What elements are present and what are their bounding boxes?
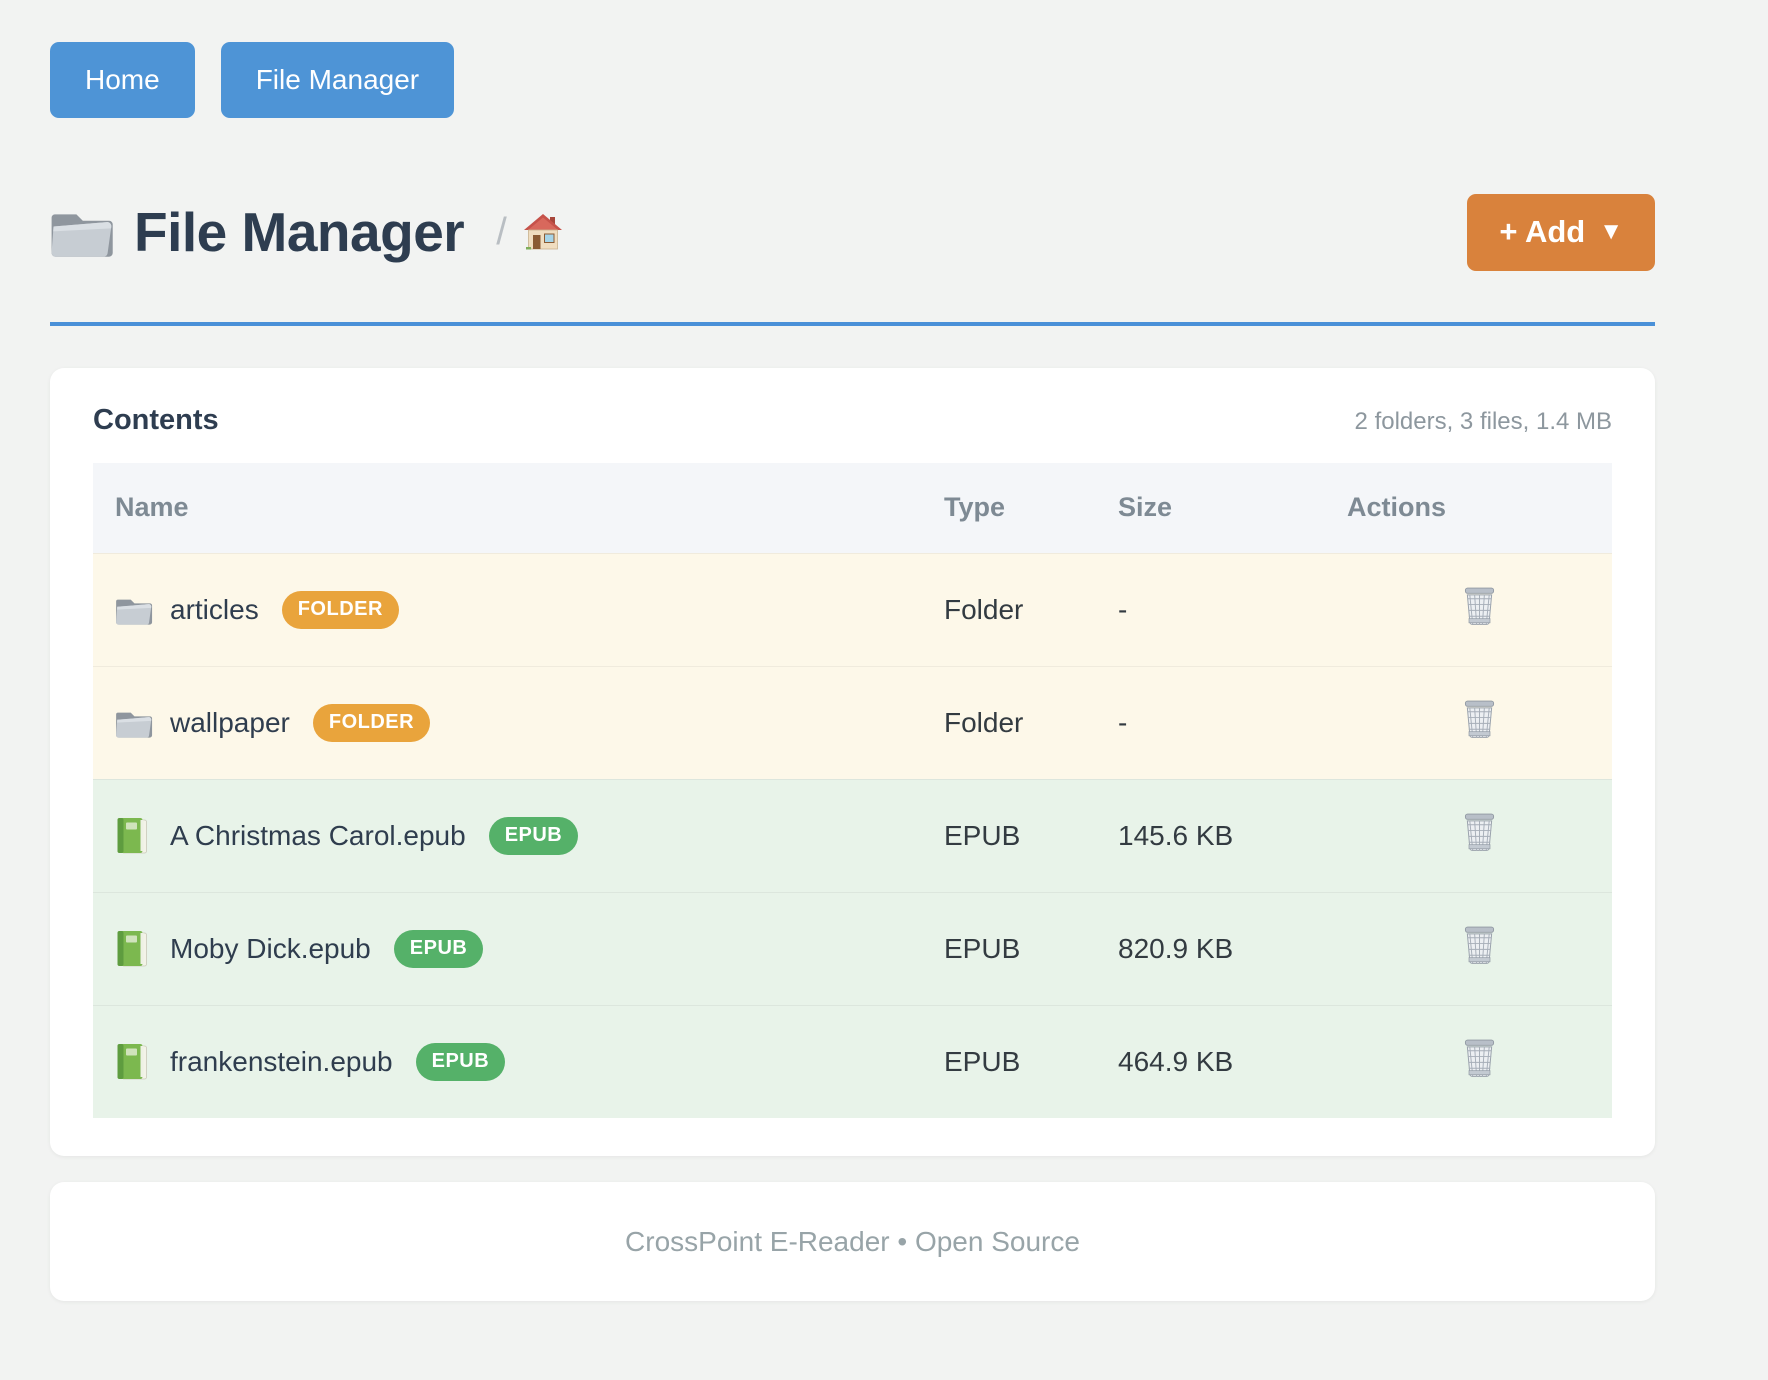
- folder-icon: [115, 705, 153, 741]
- trash-icon: [1464, 700, 1495, 738]
- delete-button[interactable]: [1462, 926, 1497, 965]
- item-name-link[interactable]: frankenstein.epub: [170, 1045, 393, 1077]
- table-row: A Christmas Carol.epub EPUB EPUB 145.6 K…: [93, 779, 1612, 892]
- page-title: File Manager: [134, 201, 465, 263]
- item-name-link[interactable]: Moby Dick.epub: [170, 932, 371, 964]
- table-row: articles FOLDER Folder -: [93, 553, 1612, 666]
- delete-button[interactable]: [1462, 1039, 1497, 1078]
- home-breadcrumb-icon[interactable]: [523, 213, 563, 251]
- footer: CrossPoint E-Reader • Open Source: [50, 1182, 1655, 1301]
- item-name-link[interactable]: articles: [170, 593, 259, 625]
- top-nav: Home File Manager: [50, 0, 1655, 118]
- type-badge: FOLDER: [312, 703, 431, 742]
- green-book-icon: [115, 817, 153, 854]
- card-header: Contents 2 folders, 3 files, 1.4 MB: [93, 404, 1612, 437]
- footer-text: CrossPoint E-Reader • Open Source: [625, 1225, 1080, 1257]
- green-book-icon: [115, 930, 153, 967]
- page-header: File Manager / + Add ▼: [50, 186, 1655, 278]
- type-badge: EPUB: [415, 1042, 506, 1081]
- caret-down-icon: ▼: [1599, 218, 1623, 245]
- house-icon: [523, 213, 563, 250]
- column-header-actions: Actions: [1347, 492, 1447, 523]
- nav-file-manager-button[interactable]: File Manager: [220, 42, 455, 118]
- trash-icon: [1464, 813, 1495, 851]
- type-cell: Folder: [944, 593, 1024, 625]
- folder-icon: [115, 592, 153, 628]
- delete-button[interactable]: [1462, 700, 1497, 739]
- item-name-link[interactable]: wallpaper: [170, 706, 290, 738]
- type-cell: EPUB: [944, 932, 1021, 964]
- file-table: Name Type Size Actions articles FOLDER F…: [93, 463, 1612, 1118]
- type-cell: Folder: [944, 706, 1024, 738]
- column-header-name: Name: [115, 492, 189, 523]
- add-button[interactable]: + Add ▼: [1467, 193, 1655, 271]
- panel-title: Contents: [93, 404, 219, 436]
- green-book-icon: [115, 1043, 153, 1080]
- table-row: wallpaper FOLDER Folder -: [93, 666, 1612, 779]
- folder-icon: [51, 214, 113, 257]
- trash-icon: [1464, 926, 1495, 964]
- trash-icon: [1464, 1039, 1495, 1077]
- contents-card: Contents 2 folders, 3 files, 1.4 MB Name…: [50, 368, 1655, 1156]
- type-cell: EPUB: [944, 819, 1021, 851]
- add-button-label: + Add: [1499, 214, 1586, 249]
- title-underline: [50, 322, 1655, 326]
- column-header-size: Size: [1118, 492, 1173, 523]
- table-header-row: Name Type Size Actions: [93, 463, 1612, 553]
- type-badge: FOLDER: [281, 590, 399, 629]
- item-name-link[interactable]: A Christmas Carol.epub: [170, 819, 466, 851]
- size-cell: 464.9 KB: [1118, 1045, 1234, 1077]
- column-header-type: Type: [944, 492, 1006, 523]
- nav-home-button[interactable]: Home: [50, 42, 195, 118]
- delete-button[interactable]: [1462, 587, 1497, 626]
- breadcrumb-separator: /: [496, 210, 507, 253]
- size-cell: -: [1118, 593, 1128, 625]
- panel-summary: 2 folders, 3 files, 1.4 MB: [1354, 408, 1612, 435]
- type-cell: EPUB: [944, 1045, 1021, 1077]
- trash-icon: [1464, 587, 1495, 625]
- table-row: frankenstein.epub EPUB EPUB 464.9 KB: [93, 1005, 1612, 1118]
- table-row: Moby Dick.epub EPUB EPUB 820.9 KB: [93, 892, 1612, 1005]
- size-cell: 145.6 KB: [1118, 819, 1234, 851]
- size-cell: -: [1118, 706, 1128, 738]
- size-cell: 820.9 KB: [1118, 932, 1234, 964]
- type-badge: EPUB: [488, 816, 579, 855]
- delete-button[interactable]: [1462, 813, 1497, 852]
- table-body: articles FOLDER Folder - wallpaper FOLDE…: [93, 553, 1612, 1118]
- page: Home File Manager File Manager / + Add ▼…: [50, 0, 1655, 1301]
- type-badge: EPUB: [393, 929, 484, 968]
